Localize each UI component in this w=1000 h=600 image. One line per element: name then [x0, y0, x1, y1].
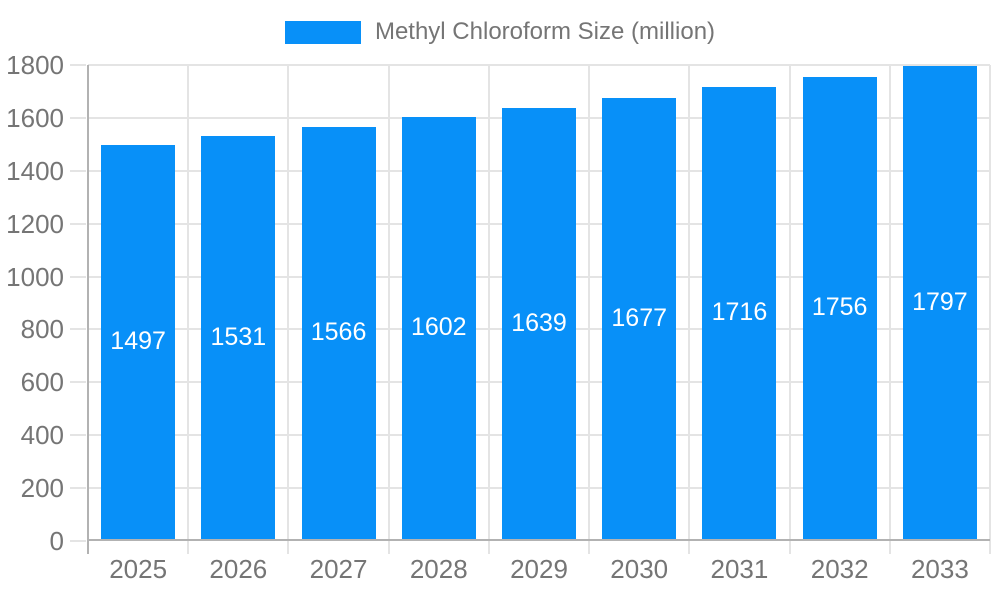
y-tick-label: 200	[20, 473, 64, 504]
vertical-gridline	[688, 65, 691, 554]
y-tick-label: 400	[20, 420, 64, 451]
x-tick-label-2033: 2033	[910, 554, 969, 584]
x-tick-label-2032: 2032	[810, 554, 869, 584]
y-tick-label: 600	[20, 367, 64, 398]
y-tick-mark	[70, 434, 86, 437]
y-tick-mark	[70, 328, 86, 331]
bar-value-label: 1756	[811, 293, 868, 321]
y-tick-label: 1800	[6, 50, 64, 80]
vertical-gridline	[287, 65, 290, 554]
bar-2028[interactable]: 1602	[401, 117, 476, 539]
bar-value-label: 1639	[511, 308, 567, 337]
x-tick-label-2031: 2031	[710, 554, 769, 584]
x-axis-line	[87, 539, 990, 541]
bar-2033[interactable]: 1797	[902, 66, 977, 539]
bar-value-label: 1602	[410, 313, 467, 341]
bar-2025[interactable]: 1497	[101, 145, 176, 539]
y-tick-mark	[70, 169, 86, 172]
x-tick-label-2029: 2029	[510, 554, 568, 584]
y-tick-label: 1400	[6, 155, 64, 186]
bar-2026[interactable]: 1531	[201, 136, 276, 539]
y-tick-mark	[70, 116, 86, 119]
vertical-gridline	[788, 65, 791, 554]
y-tick-mark	[70, 222, 86, 225]
x-tick-label-2030: 2030	[610, 554, 669, 584]
legend-label: Methyl Chloroform Size (million)	[374, 18, 716, 45]
bar-value-label: 1531	[210, 322, 267, 351]
vertical-gridline	[387, 65, 390, 554]
vertical-gridline	[487, 65, 490, 554]
bar-2032[interactable]: 1756	[802, 77, 877, 539]
y-tick-mark	[70, 540, 86, 542]
x-tick-label-2027: 2027	[309, 554, 368, 584]
vertical-gridline	[888, 65, 891, 554]
x-tick-label-2026: 2026	[209, 554, 268, 584]
bar-value-label: 1797	[912, 287, 968, 316]
legend-swatch	[284, 20, 361, 44]
y-tick-mark	[70, 381, 86, 384]
bar-value-label: 1677	[611, 303, 668, 332]
y-axis-line	[87, 65, 89, 554]
y-tick-label: 1600	[6, 102, 64, 133]
bar-value-label: 1716	[711, 298, 768, 326]
y-tick-mark	[70, 487, 86, 490]
vertical-gridline	[989, 65, 991, 554]
bar-2030[interactable]: 1677	[602, 98, 677, 539]
x-tick-label-2028: 2028	[409, 554, 468, 584]
plot-area: 1497 1531 1566 1602 1639 1677 1716 1756 1797	[87, 64, 991, 554]
vertical-gridline	[187, 65, 190, 554]
vertical-gridline	[588, 65, 591, 554]
bar-2031[interactable]: 1716	[702, 87, 777, 539]
y-tick-mark	[70, 64, 86, 66]
horizontal-gridline	[88, 64, 990, 66]
bar-2027[interactable]: 1566	[301, 127, 376, 539]
y-tick-mark	[70, 275, 86, 278]
y-tick-label: 1000	[6, 261, 64, 292]
y-tick-label: 1200	[6, 208, 64, 239]
bar-value-label: 1566	[310, 318, 367, 346]
y-tick-label: 0	[49, 526, 64, 556]
y-tick-label: 800	[20, 314, 64, 345]
x-tick-label-2025: 2025	[109, 554, 168, 584]
legend-item[interactable]: Methyl Chloroform Size (million)	[0, 18, 1000, 45]
bar-value-label: 1497	[110, 327, 166, 355]
bar-2029[interactable]: 1639	[502, 108, 576, 539]
